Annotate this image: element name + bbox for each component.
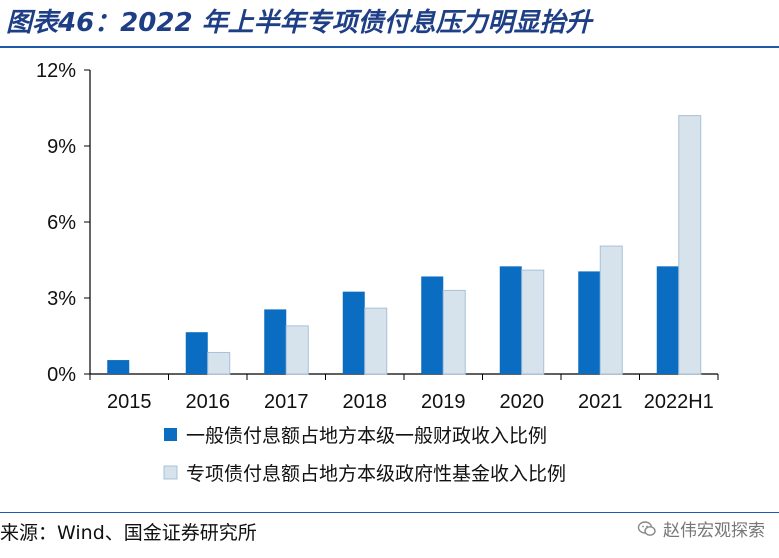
x-tick-label: 2017 xyxy=(264,391,309,413)
chart-title: 图表46：2022 年上半年专项债付息压力明显抬升 xyxy=(6,8,592,38)
bar-series-2 xyxy=(599,245,623,375)
y-tick-label: 9% xyxy=(47,136,76,158)
bar-series-1 xyxy=(342,291,365,374)
x-tick-label: 2016 xyxy=(186,391,231,413)
x-tick-label: 2015 xyxy=(107,391,152,413)
bar-series-1 xyxy=(264,309,287,374)
bar-chart: 0% 3% 6% 9% 12% 2015 2016 2017 2018 2019 2020 2021 2… xyxy=(36,60,719,485)
y-tick-label: 6% xyxy=(47,212,76,234)
watermark-label: 赵伟宏观探索 xyxy=(663,521,765,541)
watermark: 赵伟宏观探索 xyxy=(637,516,765,541)
x-tick-label: 2018 xyxy=(343,391,388,413)
legend-swatch xyxy=(163,465,178,480)
wechat-icon xyxy=(637,520,656,536)
x-tick-label: 2021 xyxy=(578,391,623,413)
bar-series-2 xyxy=(521,269,545,375)
bar-series-2 xyxy=(442,289,466,375)
y-tick-label: 0% xyxy=(47,364,76,386)
bar-series-2 xyxy=(678,115,702,375)
bar-series-1 xyxy=(421,276,444,374)
bar-series-1 xyxy=(578,271,601,374)
legend-label: 专项债付息额占地方本级政府性基金收入比例 xyxy=(186,463,566,485)
bar-series-1 xyxy=(656,266,679,374)
y-tick-label: 3% xyxy=(47,288,76,310)
x-tick-label: 2022H1 xyxy=(644,391,714,413)
bar-series-2 xyxy=(364,307,388,375)
x-tick-label: 2019 xyxy=(421,391,466,413)
legend-label: 一般债付息额占地方本级一般财政收入比例 xyxy=(186,425,547,447)
legend-swatch xyxy=(164,428,177,441)
bar-series-2 xyxy=(207,351,231,375)
bar-series-1 xyxy=(107,360,130,374)
source-note: 来源：Wind、国金证券研究所 xyxy=(0,522,257,544)
y-tick-label: 12% xyxy=(36,60,76,82)
bar-series-1 xyxy=(185,332,208,374)
bar-series-1 xyxy=(499,266,522,374)
title-divider xyxy=(0,46,779,48)
bar-series-2 xyxy=(285,325,309,375)
x-tick-label: 2020 xyxy=(500,391,545,413)
footer-divider xyxy=(0,512,779,513)
